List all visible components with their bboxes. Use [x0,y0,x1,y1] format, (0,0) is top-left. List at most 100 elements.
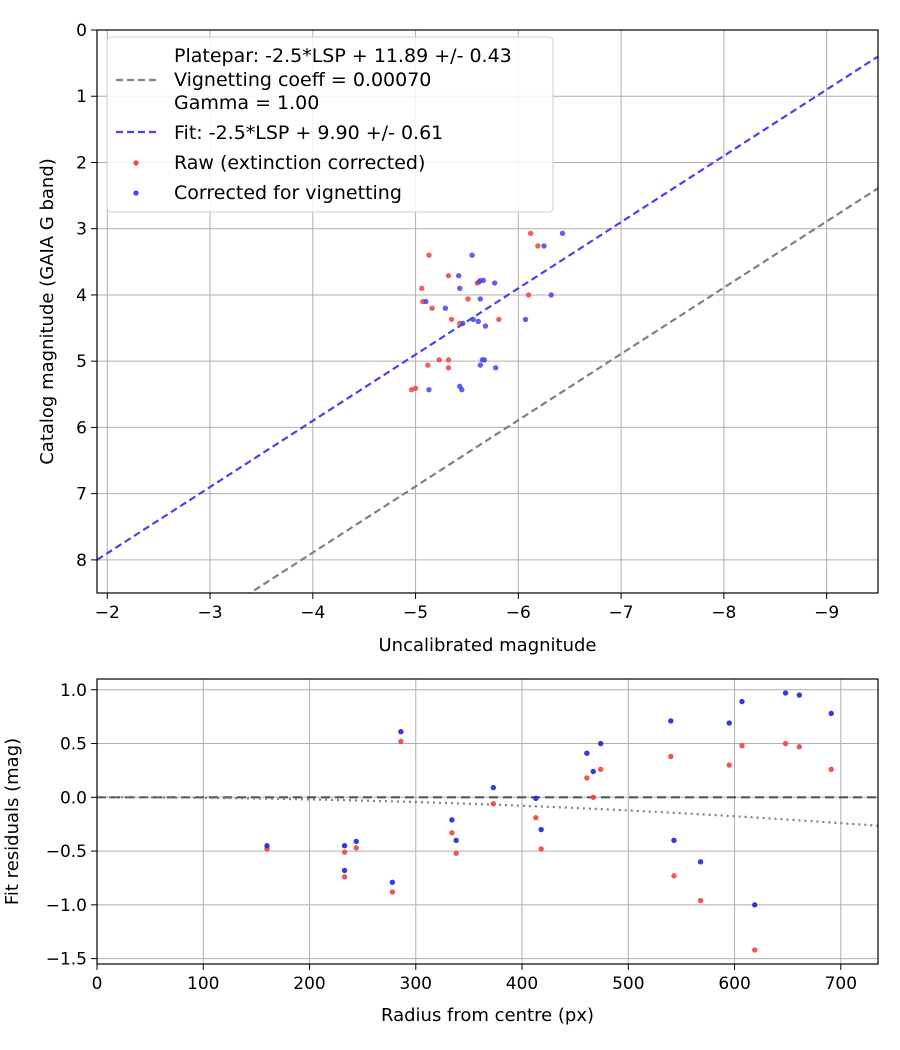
corrected-residual-point [828,710,834,717]
corrected-residual-point [453,837,459,844]
bottom-x-tick-label: 400 [506,974,538,994]
top-y-tick-label: 6 [76,418,87,438]
top-y-tick-label: 4 [76,286,87,306]
legend-vignetting-label: Vignetting coeff = 0.00070 [174,69,431,91]
bottom-y-tick-label: −0.5 [46,842,87,862]
corrected-point [493,365,499,371]
bottom-x-axis-label: Radius from centre (px) [381,1005,594,1026]
corrected-residual-point [264,842,270,849]
bottom-x-tick-label: 300 [400,974,432,994]
raw-point [535,243,541,249]
top-y-tick-label: 2 [76,153,87,173]
raw-residual-point [353,845,359,851]
top-fit-lines [97,55,878,593]
legend-fit-label: Fit: -2.5*LSP + 9.90 +/- 0.61 [174,122,443,144]
corrected-point [442,305,449,311]
corrected-point [457,285,463,292]
corrected-residual-point [398,728,404,735]
corrected-residual-point [353,838,359,845]
legend-gamma-label: Gamma = 1.00 [174,92,319,114]
top-x-tick-label: −6 [506,603,531,623]
bottom-y-tick-label: 1.0 [60,681,87,701]
bottom-x-tick-label: 600 [718,974,750,994]
raw-point [496,316,502,323]
bottom-points [264,690,834,953]
raw-residual-point [828,766,834,773]
corrected-residual-point [490,784,497,791]
fit-line [97,55,878,561]
top-x-axis-label: Uncalibrated magnitude [378,635,596,656]
corrected-residual-point [533,795,539,802]
raw-point [436,357,442,363]
platepar-line [248,187,878,593]
corrected-residual-point [739,698,745,705]
raw-point [448,316,455,323]
corrected-residual-point [590,768,596,775]
raw-residual-point [668,753,674,760]
top-points [408,230,566,393]
raw-point [445,365,452,371]
bottom-y-axis-label: Fit residuals (mag) [2,738,23,905]
raw-residual-point [697,897,704,904]
legend: Platepar: -2.5*LSP + 11.89 +/- 0.43 Vign… [106,36,554,213]
legend-platepar-label: Platepar: -2.5*LSP + 11.89 +/- 0.43 [174,45,512,67]
corrected-residual-point [449,817,455,823]
raw-residual-point [726,762,732,768]
bottom-y-tick-label: 0.0 [60,788,87,808]
legend-raw-label: Raw (extinction corrected) [174,152,425,174]
corrected-residual-point [597,740,604,747]
top-y-tick-label: 7 [76,485,87,505]
corrected-point [541,243,547,249]
bottom-plot-frame [96,678,879,965]
raw-residual-point [597,766,604,773]
corrected-point [482,323,489,329]
top-x-tick-label: −8 [711,603,736,623]
corrected-point [491,280,498,286]
corrected-point [460,320,466,327]
corrected-residual-point [389,879,396,885]
bottom-x-tick-label: 0 [92,974,103,994]
raw-point [429,305,435,311]
top-chart: −2 −3 −4 −5 −6 −7 −8 −9 0 1 2 3 4 5 6 7 8 Uncalibrated m… [37,21,879,656]
top-x-tick-label: −5 [403,603,428,623]
corrected-residual-point [697,859,704,865]
corrected-point [476,278,482,285]
raw-point [408,386,415,393]
top-x-tick-label: −3 [198,603,223,623]
raw-point [419,285,425,292]
corrected-point [477,362,484,368]
raw-residual-point [490,801,497,807]
corrected-point [480,277,487,284]
bottom-chart: 0 100 200 300 400 500 600 700 −1.5 −1.0 −0.5 0.0 0.5… [2,678,879,1026]
bottom-grid [96,679,878,964]
legend-corrected-label: Corrected for vignetting [174,182,402,204]
corrected-point [475,318,481,325]
corrected-residual-point [538,826,544,833]
raw-residual-point [449,830,455,836]
corrected-residual-point [782,690,789,696]
top-x-tick-label: −9 [814,603,839,623]
bottom-x-tick-label: 500 [612,974,644,994]
raw-residual-point [341,849,348,855]
raw-point [445,273,452,279]
top-ticks: −2 −3 −4 −5 −6 −7 −8 −9 0 1 2 3 4 5 6 7 8 [76,21,839,623]
corrected-point [469,252,475,258]
raw-point [527,230,534,237]
corrected-residual-point [671,837,677,844]
bottom-reference-lines [97,796,879,827]
corrected-residual-point [584,750,590,756]
raw-residual-point [389,889,396,895]
legend-box [106,36,554,213]
bottom-x-tick-label: 100 [187,974,219,994]
corrected-point [522,316,529,323]
corrected-point [426,386,432,393]
corrected-residual-point [796,692,803,698]
corrected-residual-point [752,902,758,908]
raw-residual-point [739,742,745,749]
bottom-y-tick-label: −1.5 [46,950,87,970]
raw-residual-point [796,744,803,750]
corrected-point [548,292,554,298]
corrected-residual-point [341,842,348,849]
raw-point [525,292,532,298]
